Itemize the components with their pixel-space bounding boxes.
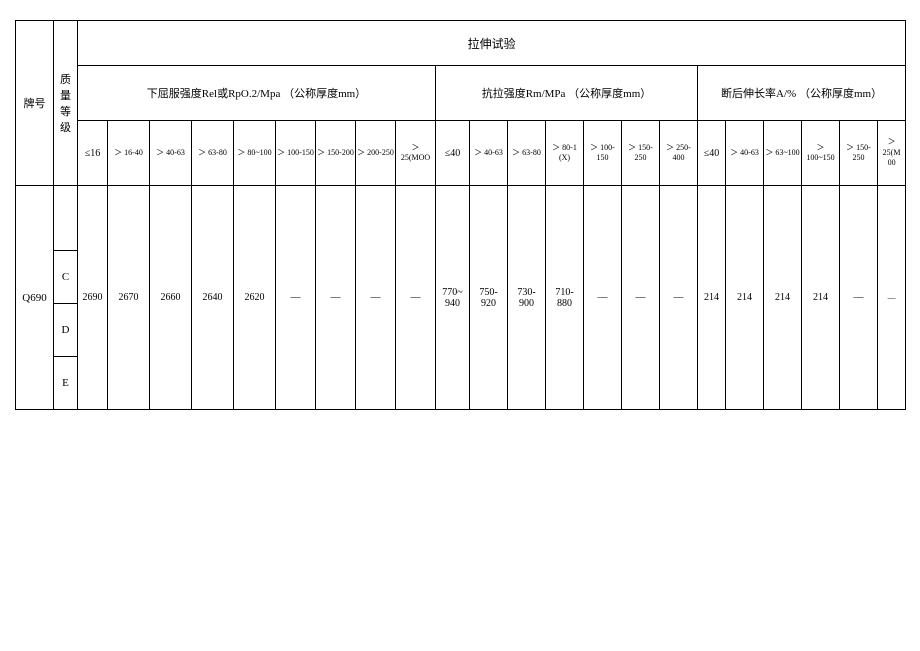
- s2c1: ≤40: [436, 121, 470, 186]
- grade-c: C: [54, 251, 78, 304]
- d-s1v2: 2670: [108, 186, 150, 410]
- s2c7: ＞ 250-400: [660, 121, 698, 186]
- d-s1v5: 2620: [234, 186, 276, 410]
- col-quality: 质量等级: [54, 21, 78, 186]
- header-section3: 断后伸长率A/% （公称厚度mm）: [698, 66, 906, 121]
- s3c2: ＞ 40-63: [726, 121, 764, 186]
- d-s2v6: —: [622, 186, 660, 410]
- s2c3: ＞ 63-80: [508, 121, 546, 186]
- s1c7: ＞ 150-200: [316, 121, 356, 186]
- d-s3v6: —: [878, 186, 906, 410]
- s2c5: ＞ 100-150: [584, 121, 622, 186]
- brand-cell: Q690: [16, 186, 54, 410]
- d-s3v4: 214: [802, 186, 840, 410]
- s1c2: ＞ 16-40: [108, 121, 150, 186]
- d-s2v2: 750- 920: [470, 186, 508, 410]
- s1c4: ＞ 63-80: [192, 121, 234, 186]
- s1c3: ＞ 40-63: [150, 121, 192, 186]
- d-s3v3: 214: [764, 186, 802, 410]
- d-s1v4: 2640: [192, 186, 234, 410]
- d-s2v3: 730- 900: [508, 186, 546, 410]
- s2c2: ＞ 40-63: [470, 121, 508, 186]
- d-s1v6: —: [276, 186, 316, 410]
- s3c6: ＞ 25(M 00: [878, 121, 906, 186]
- d-s2v1: 770~ 940: [436, 186, 470, 410]
- s1c9: ＞ 25(MOO: [396, 121, 436, 186]
- s3c5: ＞ 150-250: [840, 121, 878, 186]
- header-main: 拉伸试验: [78, 21, 906, 66]
- header-section2: 抗拉强度Rm/MPa （公称厚度mm）: [436, 66, 698, 121]
- d-s3v1: 214: [698, 186, 726, 410]
- header-section1: 下屈服强度Rel或RpO.2/Mpa （公称厚度mm）: [78, 66, 436, 121]
- mechanical-properties-table: 牌号 质量等级 拉伸试验 下屈服强度Rel或RpO.2/Mpa （公称厚度mm）…: [15, 20, 906, 410]
- d-s1v7: —: [316, 186, 356, 410]
- s1c1: ≤16: [78, 121, 108, 186]
- col-brand: 牌号: [16, 21, 54, 186]
- d-s2v4: 710- 880: [546, 186, 584, 410]
- s2c4: ＞ 80-1 (X): [546, 121, 584, 186]
- s1c8: ＞ 200-250: [356, 121, 396, 186]
- grade-e: E: [54, 357, 78, 410]
- grade-empty: [54, 186, 78, 251]
- d-s2v5: —: [584, 186, 622, 410]
- s2c6: ＞ 150-250: [622, 121, 660, 186]
- d-s1v9: —: [396, 186, 436, 410]
- s1c6: ＞ 100-150: [276, 121, 316, 186]
- d-s1v3: 2660: [150, 186, 192, 410]
- d-s2v7: —: [660, 186, 698, 410]
- d-s3v5: —: [840, 186, 878, 410]
- d-s1v1: 2690: [78, 186, 108, 410]
- s3c1: ≤40: [698, 121, 726, 186]
- s3c3: ＞ 63~100: [764, 121, 802, 186]
- s1c5: ＞ 80~100: [234, 121, 276, 186]
- s3c4: ＞ 100~150: [802, 121, 840, 186]
- d-s1v8: —: [356, 186, 396, 410]
- grade-d: D: [54, 304, 78, 357]
- d-s3v2: 214: [726, 186, 764, 410]
